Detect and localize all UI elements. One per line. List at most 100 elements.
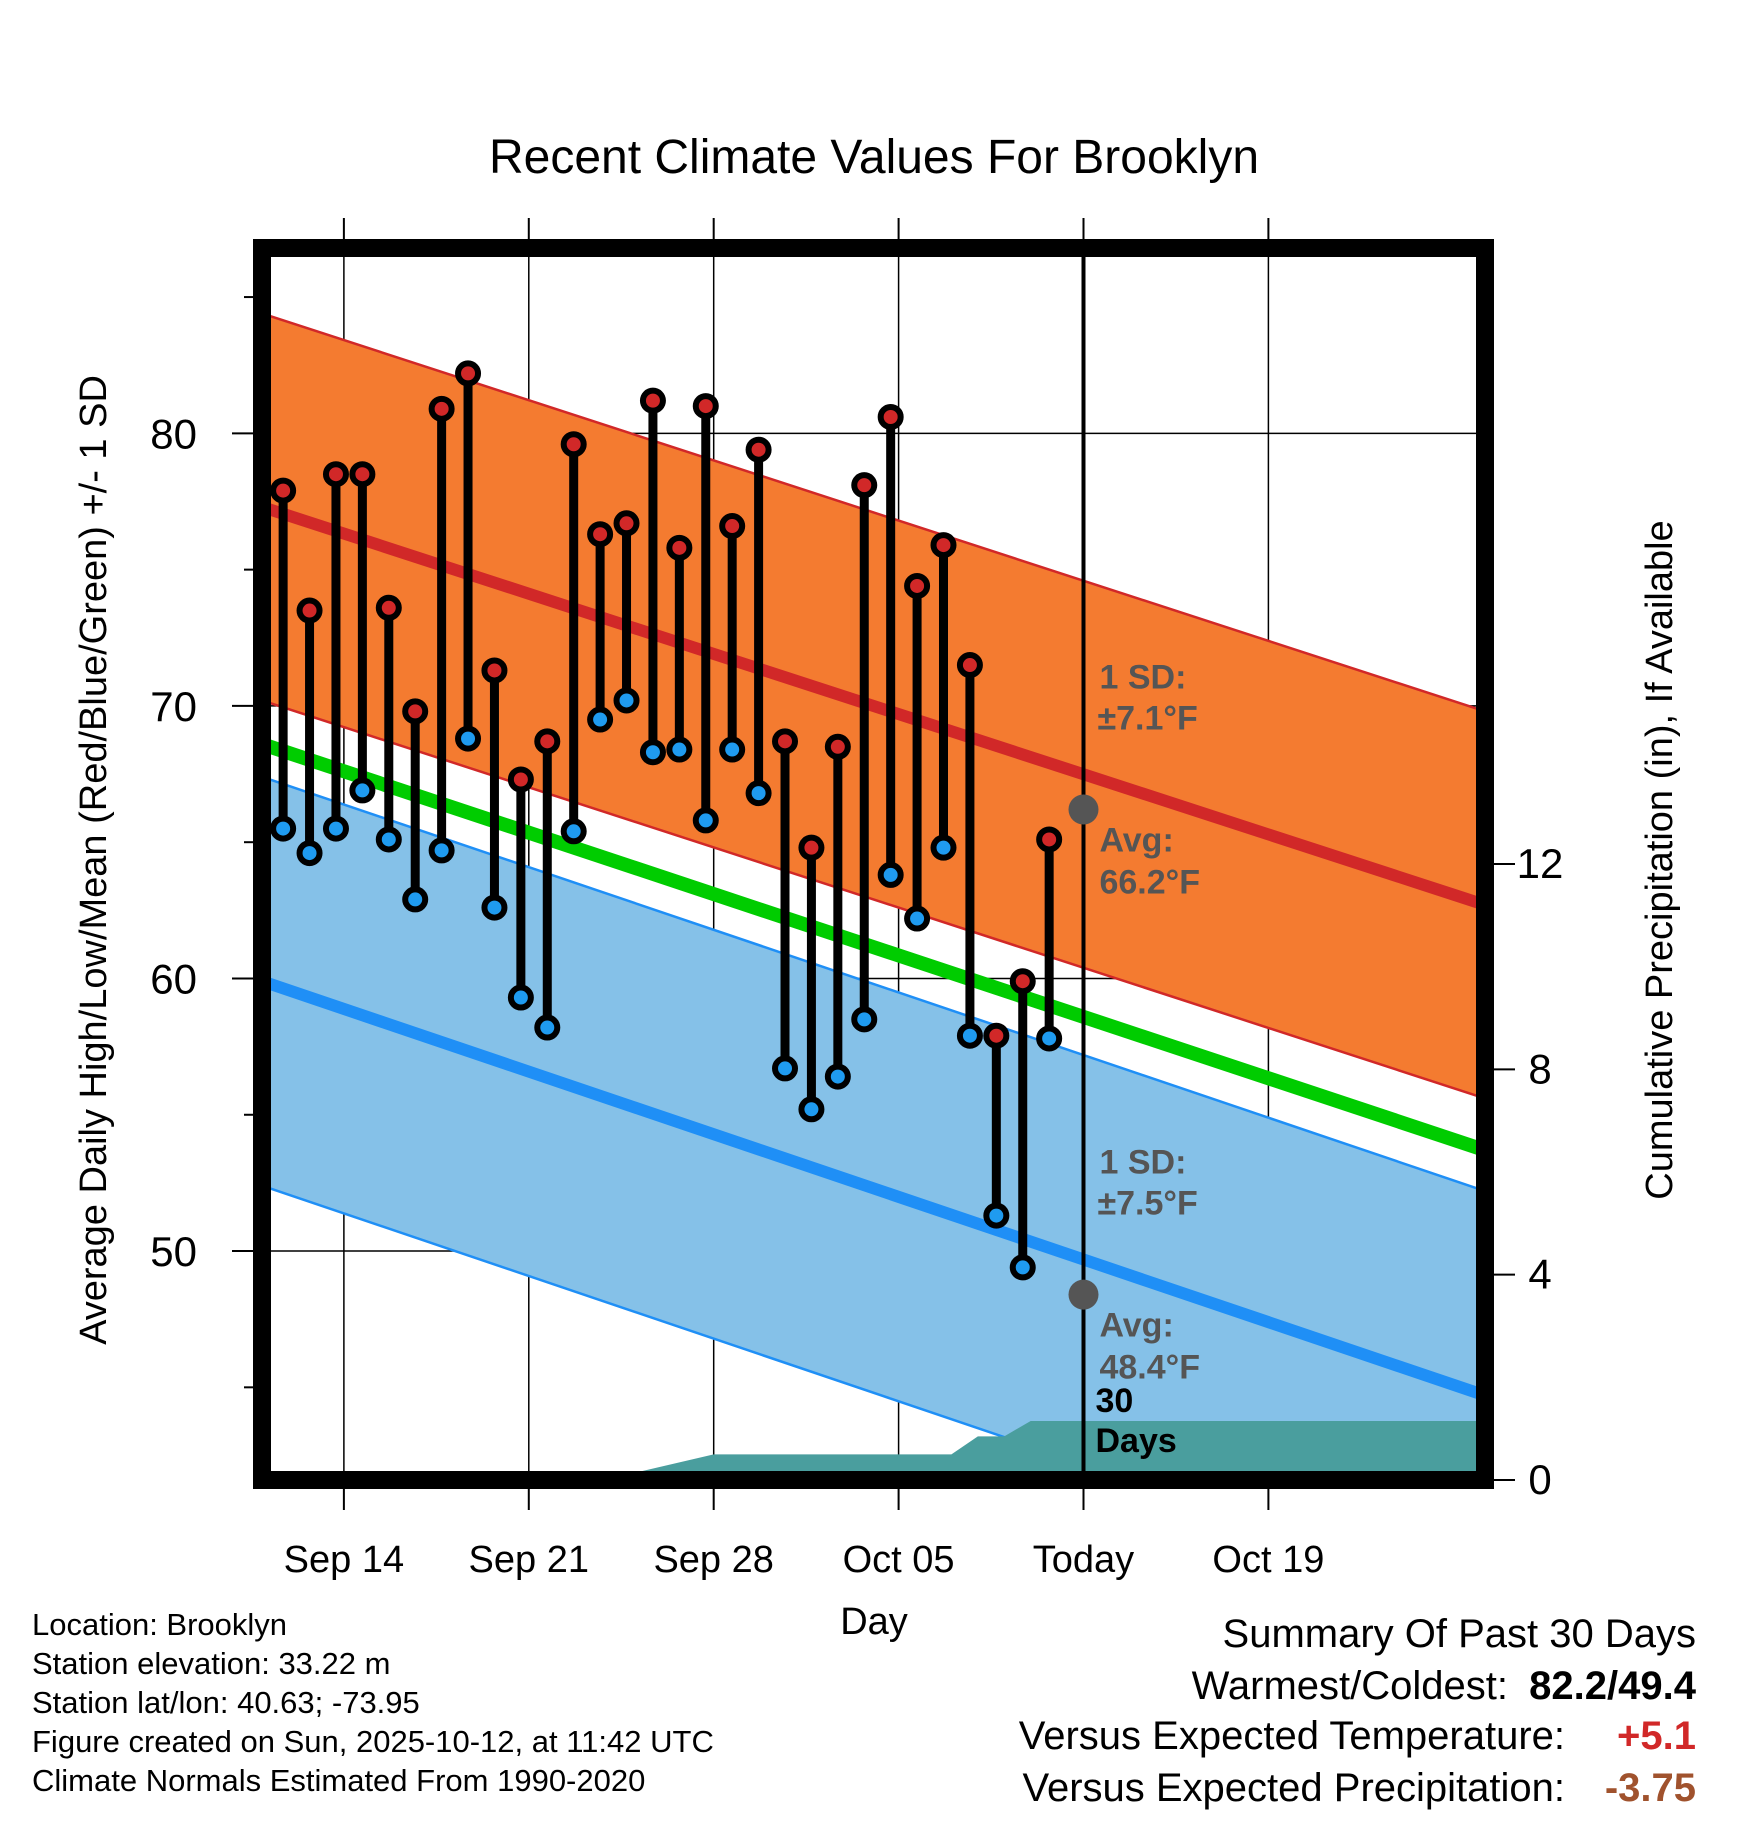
high-point (692, 393, 719, 420)
x-tick-label: Sep 28 (653, 1539, 773, 1581)
precip-label: Versus Expected Precipitation: (1022, 1766, 1565, 1810)
low-point (507, 984, 534, 1011)
temp-label: Versus Expected Temperature: (1018, 1714, 1565, 1758)
today-normal-high-marker (1068, 794, 1099, 825)
warm-cold-value: 82.2/49.4 (1529, 1664, 1696, 1708)
y2-tick-label: 8 (1528, 1045, 1551, 1092)
low-point (666, 736, 693, 763)
low-point (428, 837, 455, 864)
high-point (745, 436, 772, 463)
location-text: Location: Brooklyn (32, 1607, 288, 1642)
low-point (1009, 1254, 1036, 1281)
created-text: Figure created on Sun, 2025-10-12, at 11… (32, 1724, 714, 1759)
y2-axis-label: Cumulative Precipitation (in), If Availa… (1639, 520, 1681, 1199)
low-point (322, 815, 349, 842)
low-sd-label: 1 SD: (1099, 1144, 1186, 1182)
elevation-text: Station elevation: 33.22 m (32, 1646, 391, 1681)
high-point (270, 477, 297, 504)
warm-cold-label: Warmest/Coldest: (1191, 1664, 1508, 1708)
high-avg-label: Avg: (1099, 821, 1173, 859)
low-point (745, 780, 772, 807)
high-point (534, 728, 561, 755)
low-point (296, 840, 323, 867)
high-point (956, 652, 983, 679)
high-point (560, 431, 587, 458)
low-point (270, 815, 297, 842)
high-point (455, 360, 482, 387)
low-point (560, 818, 587, 845)
low-sd-band (262, 776, 1485, 1480)
y-tick-label: 50 (150, 1228, 197, 1275)
low-point (587, 706, 614, 733)
high-point (798, 834, 825, 861)
x-tick-label: Today (1033, 1539, 1134, 1581)
high-sd-label: 1 SD: (1099, 658, 1186, 696)
high-sd-value: ±7.1°F (1097, 699, 1197, 737)
days-count-number: 30 (1095, 1382, 1133, 1420)
low-point (877, 861, 904, 888)
high-point (613, 510, 640, 537)
x-tick-label: Sep 21 (469, 1539, 589, 1581)
high-point (587, 521, 614, 548)
high-sd-band-lower-edge (262, 699, 1485, 1100)
low-point (402, 886, 429, 913)
y2-tick-label: 12 (1517, 840, 1564, 887)
y-tick-label: 60 (150, 955, 197, 1002)
axes: Sep 14 Sep 21 Sep 28 Oct 05 Today Oct 19 50 60 7… (150, 218, 1563, 1581)
low-sd-band-upper-edge (262, 775, 1485, 1193)
y2-tick-label: 4 (1528, 1251, 1551, 1298)
low-point (481, 894, 508, 921)
high-point (375, 594, 402, 621)
station-info: Location: Brooklyn Station elevation: 33… (32, 1605, 714, 1800)
low-point (798, 1096, 825, 1123)
low-point (851, 1006, 878, 1033)
high-point (851, 472, 878, 499)
normals-text: Climate Normals Estimated From 1990-2020 (32, 1763, 646, 1798)
chart-title: Recent Climate Values For Brooklyn (489, 131, 1259, 184)
today-normal-low-marker (1068, 1279, 1099, 1310)
low-sd-band-lower-edge (262, 1184, 1135, 1480)
x-tick-label: Sep 14 (284, 1539, 404, 1581)
y-tick-label: 70 (150, 683, 197, 730)
high-point (481, 657, 508, 684)
high-point (322, 461, 349, 488)
low-point (639, 739, 666, 766)
plot-area (262, 248, 1485, 1480)
summary-title: Summary Of Past 30 Days (1222, 1612, 1696, 1656)
temp-value: +5.1 (1617, 1714, 1696, 1758)
y-axis-label: Average Daily High/Low/Mean (Red/Blue/Gr… (73, 375, 115, 1345)
high-point (1036, 826, 1063, 853)
precip-value: -3.75 (1604, 1766, 1696, 1810)
x-axis-label: Day (840, 1601, 908, 1643)
low-point (824, 1063, 851, 1090)
low-point (349, 777, 376, 804)
high-point (983, 1022, 1010, 1049)
low-point (534, 1014, 561, 1041)
high-point (428, 395, 455, 422)
low-point (904, 905, 931, 932)
low-point (1036, 1025, 1063, 1052)
high-point (402, 698, 429, 725)
low-point (613, 687, 640, 714)
high-point (719, 513, 746, 540)
low-sd-value: ±7.5°F (1097, 1185, 1197, 1223)
low-point (719, 736, 746, 763)
high-point (877, 403, 904, 430)
days-count-word: Days (1095, 1422, 1176, 1460)
high-point (639, 387, 666, 414)
low-point (772, 1055, 799, 1082)
high-point (772, 728, 799, 755)
y-tick-label: 80 (150, 410, 197, 457)
high-point (507, 766, 534, 793)
y2-tick-label: 0 (1528, 1456, 1551, 1503)
low-point (692, 807, 719, 834)
precip-area (262, 1420, 1485, 1480)
plot-frame (253, 239, 1494, 1489)
low-point (956, 1022, 983, 1049)
low-point (455, 725, 482, 752)
normal-low-line (262, 975, 1485, 1402)
low-point (983, 1202, 1010, 1229)
high-point (930, 532, 957, 559)
